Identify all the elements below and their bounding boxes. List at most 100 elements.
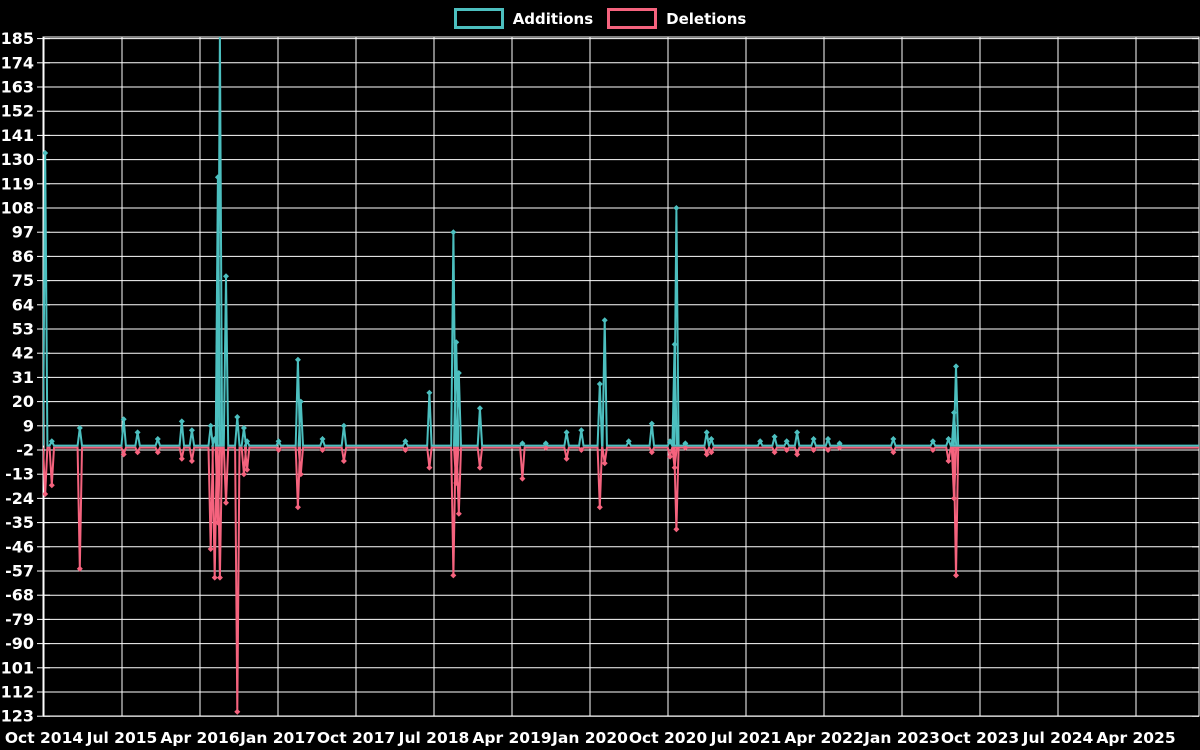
deletions-marker <box>76 565 83 572</box>
additions-marker <box>682 440 689 447</box>
y-tick-label: 152 <box>1 102 34 121</box>
deletions-marker <box>188 458 195 464</box>
additions-line <box>43 37 1199 447</box>
additions-marker <box>648 420 655 427</box>
deletions-marker <box>275 447 282 453</box>
additions-marker <box>794 429 801 436</box>
deletions-marker <box>648 449 655 456</box>
y-tick-label: 75 <box>12 271 34 290</box>
deletions-marker <box>578 447 585 453</box>
x-tick-label: Apr 2016 <box>160 729 239 747</box>
deletions-legend-label: Deletions <box>666 9 747 28</box>
y-tick-label: -35 <box>5 513 34 532</box>
y-tick-label: 119 <box>1 174 34 193</box>
deletions-marker <box>953 572 960 579</box>
y-tick-label: -24 <box>5 489 34 508</box>
additions-marker <box>476 405 483 412</box>
additions-marker <box>234 414 241 420</box>
additions-marker <box>757 438 764 445</box>
deletions-marker <box>673 526 680 533</box>
deletions-marker <box>667 453 674 460</box>
additions-marker <box>625 438 632 445</box>
y-tick-label: -123 <box>0 707 34 726</box>
deletions-marker <box>596 504 603 511</box>
x-tick-label: Apr 2019 <box>472 729 551 747</box>
additions-marker <box>294 356 301 363</box>
additions-marker <box>953 363 960 370</box>
deletions-marker <box>708 449 715 456</box>
additions-marker <box>211 436 218 442</box>
y-tick-label: -90 <box>5 634 34 653</box>
additions-marker <box>771 433 778 440</box>
deletions-marker <box>134 449 141 456</box>
additions-marker <box>673 205 680 211</box>
additions-marker <box>217 29 223 35</box>
additions-marker <box>836 440 843 447</box>
additions-marker <box>519 440 526 447</box>
y-tick-label: -13 <box>5 465 34 484</box>
y-tick-label: 185 <box>1 29 34 48</box>
x-tick-label: Apr 2025 <box>1096 729 1175 747</box>
y-tick-label: -57 <box>5 562 34 581</box>
additions-marker <box>596 381 603 387</box>
y-tick-label: 31 <box>12 368 34 387</box>
deletions-marker <box>783 447 790 453</box>
deletions-marker <box>319 447 326 453</box>
deletions-marker <box>244 466 251 473</box>
deletions-marker <box>890 449 897 456</box>
deletions-marker <box>402 447 409 453</box>
additions-marker <box>43 150 49 156</box>
deletions-marker <box>43 491 49 497</box>
additions-marker <box>178 418 185 425</box>
additions-marker <box>240 425 247 431</box>
additions-marker <box>453 339 460 346</box>
deletions-marker <box>455 510 462 517</box>
deletions-marker <box>154 449 161 456</box>
deletions-marker <box>240 471 247 478</box>
deletions-marker <box>294 504 301 511</box>
deletions-marker <box>234 708 241 715</box>
additions-marker <box>214 174 221 181</box>
y-tick-label: 141 <box>1 126 34 145</box>
additions-marker <box>340 422 347 429</box>
chart-legend: Additions Deletions <box>0 8 1200 29</box>
y-tick-label: 130 <box>1 150 34 169</box>
deletions-marker <box>340 458 347 464</box>
additions-marker <box>708 436 715 442</box>
y-tick-label: 42 <box>12 344 34 363</box>
y-tick-label: -101 <box>0 658 34 677</box>
deletions-marker <box>216 574 223 581</box>
y-tick-label: -46 <box>5 537 34 556</box>
deletions-marker <box>178 455 185 462</box>
x-tick-label: Oct 2014 <box>5 729 84 747</box>
additions-marker <box>890 436 897 442</box>
additions-marker <box>578 427 585 434</box>
deletions-marker <box>810 447 817 453</box>
additions-marker <box>667 438 674 445</box>
deletions-marker <box>476 464 483 471</box>
additions-swatch <box>453 8 504 29</box>
deletions-marker <box>771 449 778 456</box>
legend-item-deletions[interactable]: Deletions <box>607 8 746 29</box>
additions-marker <box>455 370 462 376</box>
y-tick-label: 163 <box>1 78 34 97</box>
deletions-line <box>43 446 1199 712</box>
deletions-marker <box>450 572 457 579</box>
deletions-marker <box>453 480 460 486</box>
y-tick-label: 97 <box>12 223 34 242</box>
deletions-marker <box>211 574 218 581</box>
x-tick-label: Oct 2017 <box>317 729 395 747</box>
additions-marker <box>951 409 957 416</box>
y-tick-label: 86 <box>12 247 34 266</box>
deletions-marker <box>207 546 214 552</box>
x-tick-label: Jan 2023 <box>863 729 940 747</box>
legend-item-additions[interactable]: Additions <box>453 8 593 29</box>
additions-marker <box>76 425 83 431</box>
x-tick-label: Oct 2020 <box>629 729 708 747</box>
additions-marker <box>426 389 433 396</box>
y-tick-label: -79 <box>5 610 34 629</box>
x-tick-label: Jul 2024 <box>1022 729 1094 747</box>
additions-marker <box>563 429 570 436</box>
